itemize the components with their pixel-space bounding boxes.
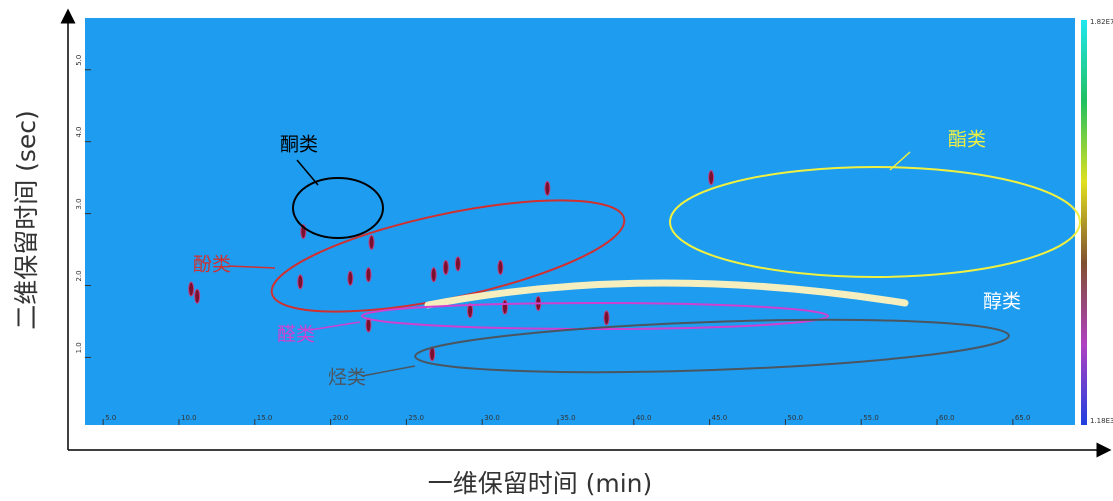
x-axis-title: 一维保留时间 (min) <box>428 469 653 498</box>
x-tick-label: 35.0 <box>560 414 576 422</box>
x-tick-label: 50.0 <box>787 414 803 422</box>
x-tick-label: 10.0 <box>181 414 197 422</box>
spot <box>709 171 714 185</box>
spot <box>502 300 507 314</box>
spot <box>455 257 460 271</box>
spot <box>498 261 503 275</box>
spot <box>298 275 303 289</box>
annotation-label: 醇类 <box>983 291 1021 313</box>
y-tick-label: 2.0 <box>75 270 83 281</box>
x-tick-label: 40.0 <box>636 414 652 422</box>
x-tick-label: 45.0 <box>712 414 728 422</box>
x-tick-label: 20.0 <box>333 414 349 422</box>
spot <box>443 261 448 275</box>
spot <box>195 289 200 303</box>
y-tick-label: 1.0 <box>75 342 83 353</box>
annotation-label: 酯类 <box>948 129 986 151</box>
x-tick-label: 30.0 <box>484 414 500 422</box>
chart: 一维保留时间 (min) 二维保留时间 (sec) 1.82E7 1.18E3 5.… <box>0 0 1113 501</box>
annotation-label: 烃类 <box>328 367 366 389</box>
spot <box>545 181 550 195</box>
annotation-label: 酚类 <box>193 254 231 276</box>
spot <box>366 268 371 282</box>
x-tick-label: 60.0 <box>939 414 955 422</box>
x-tick-label: 15.0 <box>257 414 273 422</box>
y-tick-label: 3.0 <box>75 198 83 209</box>
x-tick-label: 65.0 <box>1015 414 1031 422</box>
spot <box>431 268 436 282</box>
colorbar-label: 1.18E3 <box>1090 417 1113 425</box>
spot <box>189 282 194 296</box>
x-tick-label: 55.0 <box>863 414 879 422</box>
annotation-label: 酮类 <box>280 134 318 156</box>
colorbar-label: 1.82E7 <box>1090 18 1113 26</box>
spot <box>604 311 609 325</box>
y-tick-label: 4.0 <box>75 127 83 138</box>
colorbar <box>1081 20 1087 425</box>
y-axis-title: 二维保留时间 (sec) <box>12 110 41 330</box>
x-tick-label: 5.0 <box>105 414 116 422</box>
plot-background <box>85 18 1075 425</box>
spot <box>369 235 374 249</box>
spot <box>348 271 353 285</box>
annotation-label: 醛类 <box>277 324 315 346</box>
x-tick-label: 25.0 <box>408 414 424 422</box>
y-tick-label: 5.0 <box>75 55 83 66</box>
